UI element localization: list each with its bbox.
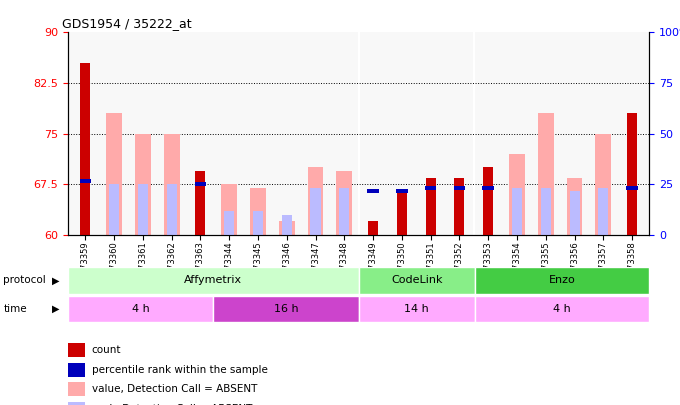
Text: ▶: ▶ (52, 275, 60, 286)
Bar (570, 191, 579, 235)
Bar (80, 179, 91, 183)
Bar (598, 188, 609, 235)
Text: CodeLink: CodeLink (391, 275, 443, 286)
Bar (626, 185, 638, 190)
Bar (426, 177, 436, 235)
Text: 4 h: 4 h (554, 304, 571, 314)
Text: Enzo: Enzo (549, 275, 575, 286)
Bar (282, 215, 292, 235)
Bar (109, 184, 119, 235)
Text: 16 h: 16 h (274, 304, 299, 314)
Text: 4 h: 4 h (132, 304, 150, 314)
Text: ▶: ▶ (52, 304, 60, 314)
Bar (224, 211, 234, 235)
Bar (307, 167, 324, 235)
Text: rank, Detection Call = ABSENT: rank, Detection Call = ABSENT (92, 404, 252, 405)
Text: GDS1954 / 35222_at: GDS1954 / 35222_at (62, 17, 192, 30)
Bar (359, 267, 475, 294)
Bar (250, 188, 266, 235)
Bar (359, 296, 475, 322)
Bar (367, 189, 379, 193)
Bar (509, 154, 525, 235)
Bar (475, 267, 649, 294)
Bar (538, 113, 554, 235)
Bar (80, 63, 90, 235)
Bar (512, 188, 522, 235)
Text: protocol: protocol (3, 275, 46, 286)
Bar (311, 188, 320, 235)
Bar (253, 211, 263, 235)
Bar (194, 182, 206, 186)
Bar (195, 171, 205, 235)
Bar (339, 188, 350, 235)
Bar (475, 296, 649, 322)
Bar (396, 189, 407, 193)
Text: 14 h: 14 h (405, 304, 429, 314)
Bar (279, 222, 294, 235)
Text: Affymetrix: Affymetrix (184, 275, 242, 286)
Bar (135, 134, 151, 235)
Bar (541, 188, 551, 235)
Bar (454, 185, 465, 190)
Bar (596, 134, 611, 235)
Bar (483, 167, 493, 235)
Bar (425, 185, 437, 190)
Text: time: time (3, 304, 27, 314)
Bar (483, 185, 494, 190)
Text: count: count (92, 345, 121, 355)
Bar (68, 267, 359, 294)
Bar (454, 177, 464, 235)
Bar (68, 296, 214, 322)
Bar (368, 222, 378, 235)
Bar (138, 184, 148, 235)
Bar (397, 191, 407, 235)
Bar (164, 134, 180, 235)
Bar (167, 184, 177, 235)
Bar (337, 171, 352, 235)
Bar (627, 113, 637, 235)
Text: percentile rank within the sample: percentile rank within the sample (92, 365, 268, 375)
Bar (221, 184, 237, 235)
Bar (214, 296, 359, 322)
Text: value, Detection Call = ABSENT: value, Detection Call = ABSENT (92, 384, 257, 394)
Bar (566, 177, 583, 235)
Bar (106, 113, 122, 235)
